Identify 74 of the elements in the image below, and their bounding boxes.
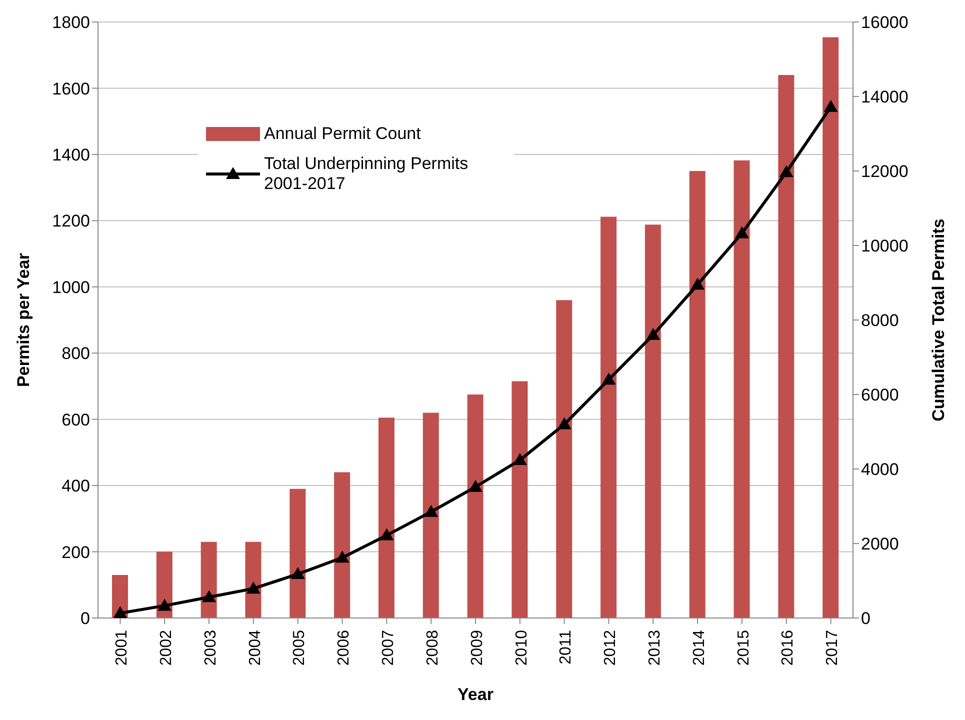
x-tick-label: 2016: [780, 630, 797, 666]
x-tick-label: 2003: [202, 630, 220, 666]
point: [424, 504, 438, 517]
y-tick-label: 200: [62, 542, 90, 562]
y-tick-label: 1200: [52, 212, 90, 231]
bar: [290, 488, 306, 618]
y-tick-label: 1000: [52, 278, 90, 297]
bar: [156, 552, 172, 618]
y-tick-label: 1600: [52, 79, 90, 98]
bar: [600, 216, 617, 618]
bar: [556, 300, 572, 618]
x-tick-label: 2005: [291, 630, 308, 666]
point: [380, 528, 394, 540]
point: [158, 598, 172, 611]
x-tick-label: 2008: [424, 630, 442, 666]
y-tick-label: 0: [80, 609, 90, 628]
bar: [734, 160, 750, 618]
y2-axis-title: Cumulative Total Permits: [929, 218, 948, 422]
y2-tick-label: 12000: [861, 162, 908, 182]
bar: [467, 394, 484, 618]
y-tick-label: 600: [62, 410, 90, 430]
x-tick-label: 2015: [735, 630, 752, 666]
y-tick-label: 800: [62, 344, 90, 364]
point: [690, 278, 705, 290]
legend-label: Total Underpinning Permits 2001-2017: [264, 154, 470, 194]
bar: [512, 381, 528, 618]
bar: [822, 37, 839, 618]
bar: [245, 542, 262, 618]
x-tick-label: 2009: [468, 630, 486, 666]
bar: [778, 74, 794, 618]
y2-tick-label: 8000: [861, 311, 899, 330]
x-tick-label: 2007: [380, 630, 398, 666]
point: [335, 550, 350, 563]
x-tick-label: 2002: [158, 630, 175, 666]
point: [246, 582, 260, 594]
bar: [334, 472, 350, 618]
y2-tick-label: 10000: [861, 236, 908, 256]
bar: [200, 542, 217, 618]
y-tick-label: 400: [62, 476, 90, 496]
x-tick-label: 2014: [690, 630, 708, 666]
x-tick-label: 2004: [246, 630, 264, 666]
x-tick-label: 2012: [602, 630, 620, 666]
y2-tick-label: 14000: [861, 88, 908, 107]
x-tick-label: 2006: [336, 630, 353, 666]
bar: [378, 418, 394, 618]
point: [202, 590, 216, 602]
x-axis-title: Year: [458, 685, 494, 704]
y2-tick-label: 0: [861, 609, 870, 628]
x-tick-label: 2013: [646, 630, 664, 666]
point: [557, 417, 572, 430]
point: [113, 606, 128, 618]
point: [734, 226, 749, 238]
legend-label: Annual Permit Count: [264, 124, 422, 144]
point: [602, 372, 616, 385]
bar: [689, 171, 706, 618]
bar: [422, 412, 439, 618]
point: [512, 453, 527, 466]
x-tick-label: 2017: [824, 630, 842, 666]
y2-tick-label: 4000: [861, 460, 899, 480]
bar: [644, 224, 661, 618]
x-tick-label: 2011: [558, 630, 575, 664]
y2-tick-label: 16000: [861, 13, 908, 32]
point: [779, 165, 794, 178]
point: [646, 328, 660, 340]
y-tick-label: 1800: [52, 13, 90, 32]
point: [824, 100, 838, 112]
point: [290, 567, 305, 580]
y-axis-title: Permits per Year: [14, 252, 34, 387]
x-tick-label: 2001: [114, 630, 131, 666]
y-tick-label: 1400: [52, 145, 90, 164]
y2-tick-label: 6000: [861, 386, 899, 405]
point: [468, 480, 482, 492]
x-tick-label: 2010: [513, 630, 530, 666]
y2-tick-label: 2000: [861, 534, 899, 554]
